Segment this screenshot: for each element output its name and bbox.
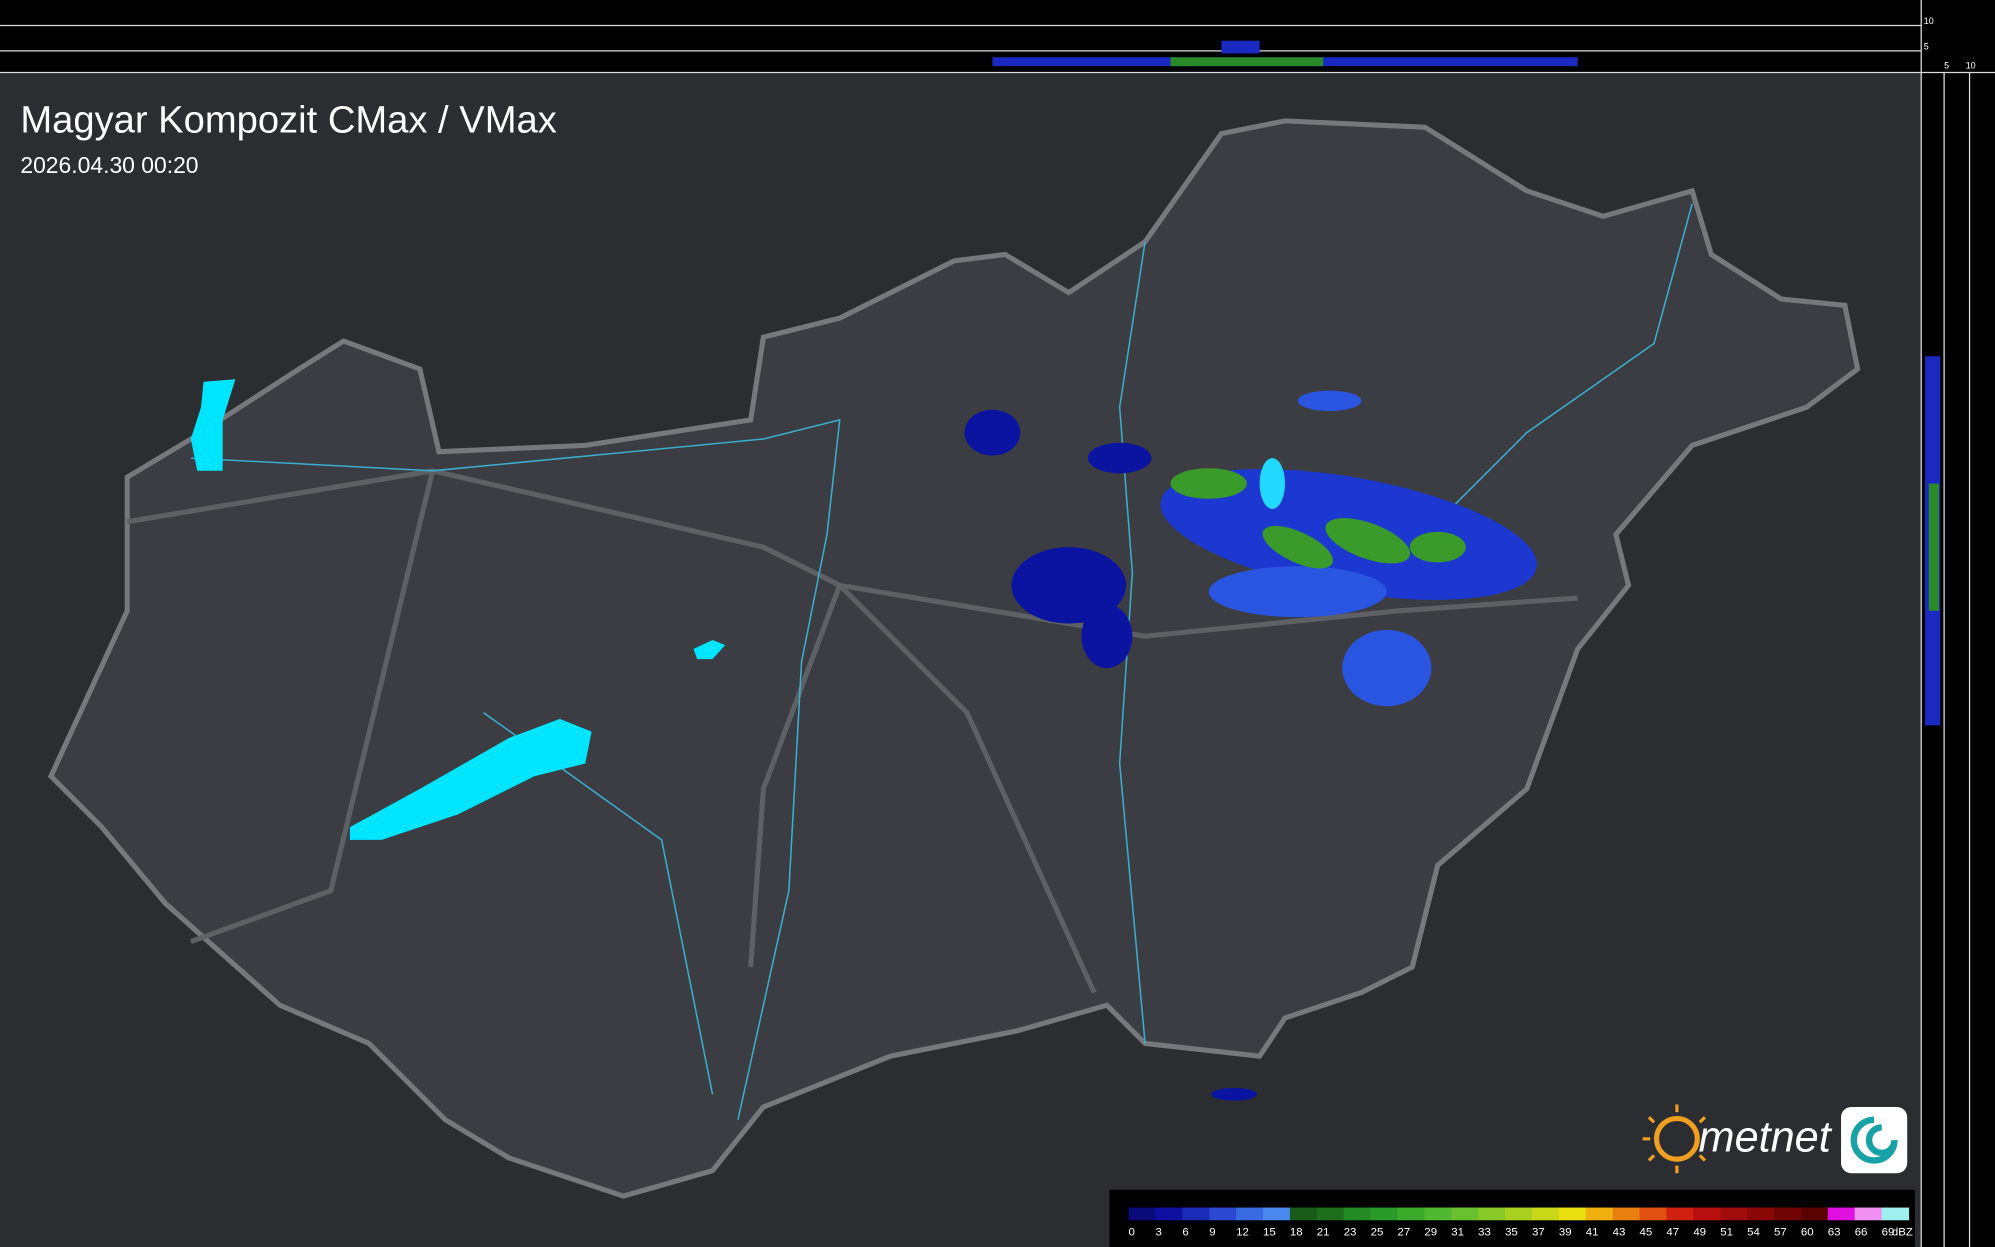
radar-echo	[964, 390, 1537, 1101]
legend-swatch	[1693, 1207, 1721, 1221]
legend-label: 51	[1720, 1227, 1733, 1239]
rivers	[190, 203, 1693, 1120]
lake	[693, 640, 726, 660]
legend-swatch	[1316, 1207, 1345, 1221]
profile-echo	[992, 40, 1941, 726]
legend-label: 23	[1344, 1227, 1357, 1239]
legend-label: 25	[1371, 1227, 1384, 1239]
legend-label: 6	[1182, 1227, 1188, 1239]
profile-tick: 5	[1924, 42, 1929, 52]
legend-swatch	[1397, 1207, 1426, 1221]
legend-label: 31	[1451, 1227, 1464, 1239]
legend-swatch	[1289, 1207, 1318, 1221]
legend-label: 12	[1236, 1227, 1249, 1239]
legend-swatch	[1343, 1207, 1372, 1221]
profile-tick: 5	[1944, 61, 1949, 71]
legend-swatch	[1827, 1207, 1856, 1221]
legend-swatch	[1128, 1207, 1157, 1221]
logo: metnet	[1642, 1104, 1908, 1174]
legend-label: 63	[1828, 1227, 1841, 1239]
legend-swatch	[1182, 1207, 1210, 1221]
legend-swatch	[1451, 1207, 1479, 1221]
legend-label: 37	[1532, 1227, 1545, 1239]
legend-swatch	[1747, 1207, 1775, 1221]
legend: 0 3 6 9 12 15 18 21 23 25 27 29 31 33 35 37 39 41 43 45 47 49…	[1128, 1207, 1913, 1239]
legend-label: 47	[1666, 1227, 1679, 1239]
legend-label: 35	[1505, 1227, 1518, 1239]
legend-label: 54	[1747, 1227, 1760, 1239]
lake	[349, 718, 592, 840]
legend-label: 3	[1155, 1227, 1161, 1239]
legend-swatch	[1612, 1207, 1641, 1221]
map-title: Magyar Kompozit CMax / VMax	[20, 98, 556, 141]
legend-swatch	[1236, 1207, 1264, 1221]
legend-label: 57	[1774, 1227, 1787, 1239]
legend-label: 33	[1478, 1227, 1491, 1239]
legend-swatch	[1800, 1207, 1829, 1221]
timestamp: 2026.04.30 00:20	[20, 152, 198, 178]
profile-tick: 10	[1966, 61, 1976, 71]
legend-swatch	[1370, 1207, 1399, 1221]
legend-swatch	[1478, 1207, 1506, 1221]
legend-unit: dBZ	[1892, 1227, 1913, 1239]
legend-swatch	[1531, 1207, 1560, 1221]
legend-label: 9	[1209, 1227, 1215, 1239]
profile-tick: 10	[1924, 16, 1934, 26]
legend-label: 66	[1855, 1227, 1868, 1239]
legend-label: 69	[1882, 1227, 1895, 1239]
legend-label: 15	[1263, 1227, 1276, 1239]
legend-swatch	[1263, 1207, 1291, 1221]
legend-swatch	[1558, 1207, 1587, 1221]
legend-label: 29	[1424, 1227, 1437, 1239]
legend-swatch	[1881, 1207, 1910, 1221]
legend-label: 39	[1559, 1227, 1572, 1239]
legend-swatch	[1155, 1207, 1183, 1221]
lake	[190, 379, 236, 471]
legend-label: 27	[1397, 1227, 1410, 1239]
legend-swatch	[1774, 1207, 1802, 1221]
legend-label: 0	[1129, 1227, 1135, 1239]
legend-swatch	[1505, 1207, 1533, 1221]
country	[47, 118, 1861, 1199]
legend-swatch	[1854, 1207, 1883, 1221]
legend-label: 43	[1613, 1227, 1626, 1239]
legend-swatch	[1585, 1207, 1614, 1221]
legend-label: 21	[1317, 1227, 1330, 1239]
legend-label: 45	[1640, 1227, 1653, 1239]
legend-swatch	[1209, 1207, 1237, 1221]
legend-label: 18	[1290, 1227, 1303, 1239]
legend-swatch	[1666, 1207, 1694, 1221]
legend-label: 60	[1801, 1227, 1814, 1239]
legend-swatch	[1639, 1207, 1668, 1221]
legend-label: 49	[1693, 1227, 1706, 1239]
logo-text: metnet	[1699, 1114, 1833, 1162]
legend-swatch	[1720, 1207, 1748, 1221]
legend-swatch	[1424, 1207, 1452, 1221]
legend-label: 41	[1586, 1227, 1599, 1239]
